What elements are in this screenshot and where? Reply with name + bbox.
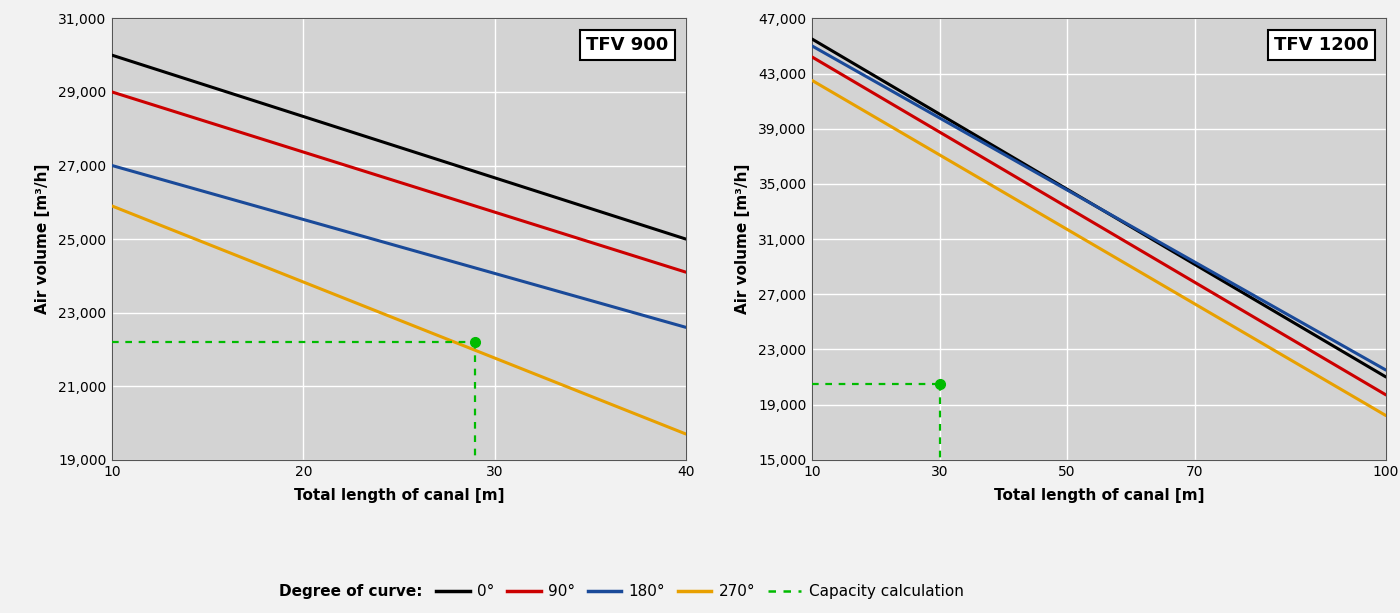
Y-axis label: Air volume [m³/h]: Air volume [m³/h] (35, 164, 50, 314)
Text: TFV 1200: TFV 1200 (1274, 36, 1369, 54)
Text: TFV 900: TFV 900 (587, 36, 669, 54)
X-axis label: Total length of canal [m]: Total length of canal [m] (994, 487, 1204, 503)
Legend: 0°, 90°, 180°, 270°, Capacity calculation: 0°, 90°, 180°, 270°, Capacity calculatio… (437, 584, 963, 600)
Text: Degree of curve:: Degree of curve: (279, 584, 423, 600)
X-axis label: Total length of canal [m]: Total length of canal [m] (294, 487, 504, 503)
Y-axis label: Air volume [m³/h]: Air volume [m³/h] (735, 164, 750, 314)
